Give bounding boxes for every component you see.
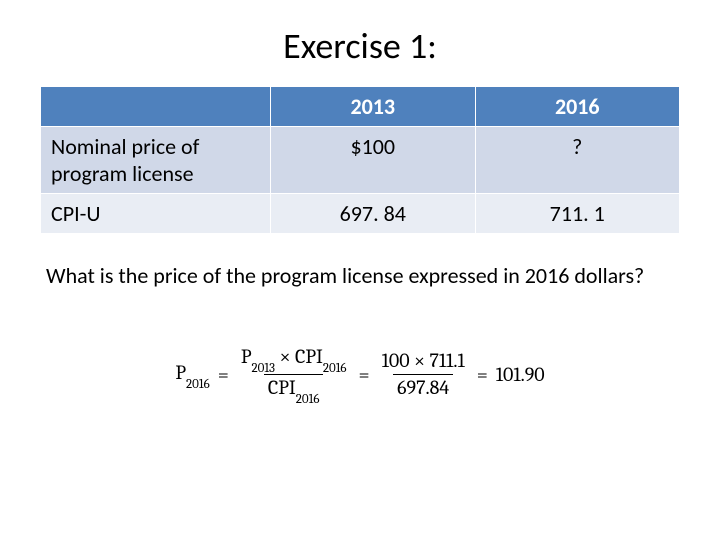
times-icon: × (279, 345, 290, 368)
frac1-num-cpi: CPI (295, 345, 323, 368)
table-row: Nominal price of program license $100 ? (41, 127, 680, 194)
row-label-cpiu: CPI-U (41, 194, 271, 234)
lhs-sub: 2016 (186, 377, 210, 392)
fraction-1: P2013 × CPI2016 CPI2016 (237, 346, 351, 404)
col-header-2016: 2016 (475, 87, 680, 127)
fraction-2: 100 × 711.1 697.84 (378, 350, 469, 399)
row-label-nominal: Nominal price of program license (41, 127, 271, 194)
formula: P2016 = P2013 × CPI2016 CPI2016 = 100 × … (40, 346, 680, 404)
frac1-den-cpi: CPI (268, 376, 296, 399)
table-row: CPI-U 697. 84 711. 1 (41, 194, 680, 234)
frac1-num-p-sub: 2013 (251, 361, 275, 376)
col-header-2013: 2013 (271, 87, 475, 127)
eq-sign-3: = (477, 363, 488, 386)
question-text: What is the price of the program license… (40, 262, 680, 290)
frac1-den-cpi-sub: 2016 (296, 392, 320, 407)
eq-sign: = (218, 363, 229, 386)
data-table: 2013 2016 Nominal price of program licen… (40, 86, 680, 234)
cell-nominal-2016: ? (475, 127, 680, 194)
frac2-num: 100 × 711.1 (378, 350, 469, 374)
cell-cpiu-2016: 711. 1 (475, 194, 680, 234)
formula-result: 101.90 (496, 363, 545, 386)
slide-title: Exercise 1: (40, 24, 680, 68)
frac1-den: CPI2016 (264, 374, 324, 403)
lhs-var: P (175, 361, 186, 384)
table-header-row: 2013 2016 (41, 87, 680, 127)
cell-nominal-2013: $100 (271, 127, 475, 194)
frac1-num: P2013 × CPI2016 (237, 346, 351, 374)
formula-lhs: P2016 (175, 361, 209, 388)
col-header-empty (41, 87, 271, 127)
eq-sign-2: = (359, 363, 370, 386)
frac1-num-cpi-sub: 2016 (323, 361, 347, 376)
frac1-num-p: P (241, 345, 252, 368)
cell-cpiu-2013: 697. 84 (271, 194, 475, 234)
frac2-den: 697.84 (393, 374, 453, 399)
